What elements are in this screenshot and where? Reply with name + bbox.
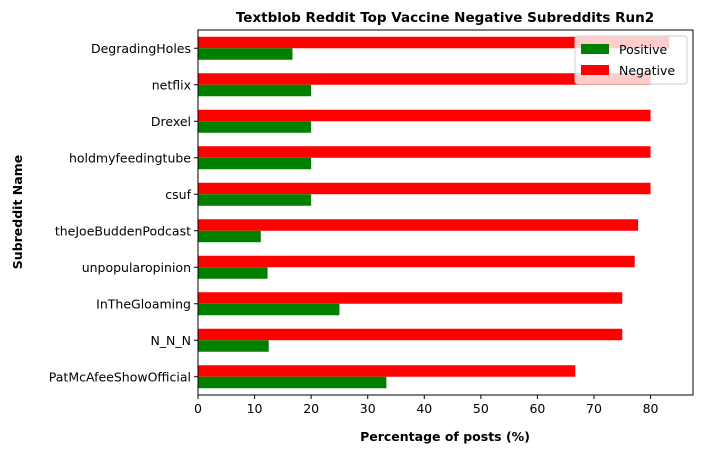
y-axis-label: Subreddit Name — [10, 155, 25, 269]
bar-positive-Drexel — [198, 121, 312, 133]
x-tick-label: 50 — [473, 401, 489, 416]
x-tick-label: 0 — [194, 401, 202, 416]
y-tick-label: InTheGloaming — [96, 296, 191, 311]
y-tick-label: PatMcAfeeShowOfficial — [49, 369, 191, 384]
bars-layer — [198, 36, 670, 389]
x-tick-label: 60 — [529, 401, 545, 416]
bar-positive-netflix — [198, 84, 312, 97]
bar-positive-holdmyfeedingtube — [198, 157, 312, 170]
plot-frame — [197, 29, 694, 396]
bar-positive-PatMcAfeeShowOfficial — [198, 376, 387, 389]
x-tick-label: 40 — [416, 401, 432, 416]
bar-negative-DegradingHoles — [198, 36, 670, 49]
y-tick-label: netflix — [152, 77, 191, 92]
legend-label-positive: Positive — [619, 42, 667, 57]
bar-positive-unpopularopinion — [198, 267, 268, 279]
y-tick-label: N_N_N — [150, 333, 191, 348]
bar-negative-netflix — [198, 73, 651, 85]
legend: Positive Negative — [574, 35, 688, 85]
chart-title: Textblob Reddit Top Vaccine Negative Sub… — [236, 10, 654, 26]
bar-positive-InTheGloaming — [198, 303, 340, 316]
y-tick-label: theJoeBuddenPodcast — [55, 223, 191, 238]
y-tick-label: Drexel — [151, 114, 191, 129]
y-tick-label: holdmyfeedingtube — [69, 150, 191, 165]
bar-negative-csuf — [198, 182, 651, 195]
legend-swatch-positive — [581, 44, 609, 54]
y-tick-label: csuf — [165, 187, 191, 202]
y-tick-label: DegradingHoles — [91, 41, 191, 56]
x-axis-ticks: 0 10 20 30 40 50 60 70 80 — [194, 395, 659, 416]
x-tick-label: 30 — [360, 401, 376, 416]
legend-label-negative: Negative — [619, 63, 675, 78]
bar-positive-csuf — [198, 194, 312, 206]
y-axis-ticks: DegradingHoles netflix Drexel holdmyfeeding… — [49, 41, 198, 384]
x-tick-label: 70 — [586, 401, 602, 416]
bar-negative-holdmyfeedingtube — [198, 146, 651, 158]
x-axis-label: Percentage of posts (%) — [360, 429, 530, 444]
bar-negative-PatMcAfeeShowOfficial — [198, 365, 576, 377]
bar-negative-InTheGloaming — [198, 292, 623, 304]
x-tick-label: 80 — [643, 401, 659, 416]
bar-positive-N_N_N — [198, 340, 269, 352]
bar-negative-unpopularopinion — [198, 255, 635, 268]
x-tick-label: 10 — [247, 401, 263, 416]
bar-negative-Drexel — [198, 109, 651, 122]
x-tick-label: 20 — [303, 401, 319, 416]
legend-swatch-negative — [581, 65, 609, 75]
bar-positive-theJoeBuddenPodcast — [198, 230, 261, 243]
y-tick-label: unpopularopinion — [82, 260, 191, 275]
bar-negative-theJoeBuddenPodcast — [198, 219, 639, 231]
bar-negative-N_N_N — [198, 328, 623, 341]
bar-positive-DegradingHoles — [198, 48, 293, 60]
